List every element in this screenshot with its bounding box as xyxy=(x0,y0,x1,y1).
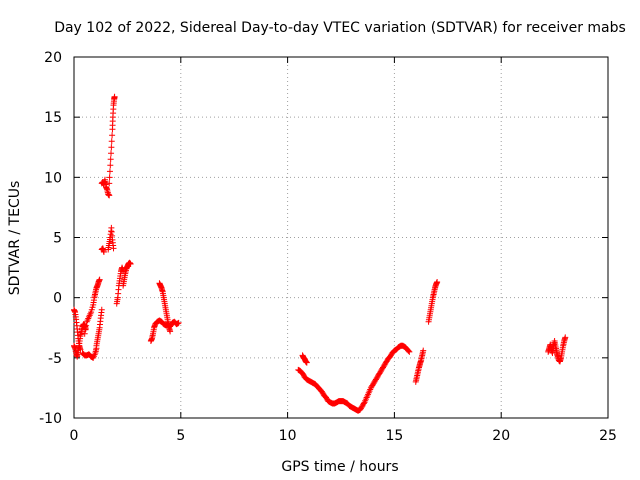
data-point xyxy=(98,306,105,313)
x-tick-label: 20 xyxy=(492,428,510,444)
y-tick-label: 5 xyxy=(53,231,62,247)
data-point xyxy=(107,156,114,163)
grid-lines xyxy=(74,57,608,418)
plot-frame xyxy=(73,56,609,419)
data-point xyxy=(106,174,113,181)
data-point xyxy=(360,400,367,407)
data-point xyxy=(108,150,115,157)
data-point xyxy=(303,359,310,366)
tick-labels: 0 5 10 15 20 25 -10 -5 0 5 10 15 20 xyxy=(39,50,617,444)
data-point xyxy=(108,138,115,145)
data-point xyxy=(175,319,182,326)
data-point xyxy=(100,248,107,255)
y-tick-label: -5 xyxy=(48,351,62,367)
x-tick-label: 0 xyxy=(70,428,79,444)
x-axis-label: GPS time / hours xyxy=(281,459,398,475)
data-points xyxy=(71,93,569,414)
x-tick-label: 15 xyxy=(385,428,403,444)
data-point xyxy=(406,348,413,355)
data-point xyxy=(110,245,117,252)
data-point xyxy=(106,180,113,187)
data-point xyxy=(111,93,118,100)
data-point xyxy=(83,322,90,329)
x-tick-label: 25 xyxy=(599,428,617,444)
y-tick-label: -10 xyxy=(39,411,62,427)
data-point xyxy=(106,168,113,175)
x-tick-label: 10 xyxy=(279,428,297,444)
y-tick-label: 0 xyxy=(53,291,62,307)
data-point xyxy=(167,328,174,335)
data-point xyxy=(127,260,134,267)
data-point xyxy=(108,144,115,151)
y-tick-label: 15 xyxy=(44,110,62,126)
y-axis-label: SDTVAR / TECUs xyxy=(7,181,23,296)
data-point xyxy=(106,192,113,199)
data-point xyxy=(82,326,89,333)
data-point xyxy=(562,334,569,341)
y-tick-label: 10 xyxy=(44,170,62,186)
data-point xyxy=(96,276,103,283)
data-point xyxy=(109,132,116,139)
data-point xyxy=(107,162,114,169)
data-point xyxy=(434,279,441,286)
data-point xyxy=(81,330,88,337)
x-tick-label: 5 xyxy=(176,428,185,444)
y-tick-label: 20 xyxy=(44,50,62,66)
chart-title: Day 102 of 2022, Sidereal Day-to-day VTE… xyxy=(54,20,626,36)
data-point xyxy=(420,347,427,354)
data-point xyxy=(405,348,412,355)
